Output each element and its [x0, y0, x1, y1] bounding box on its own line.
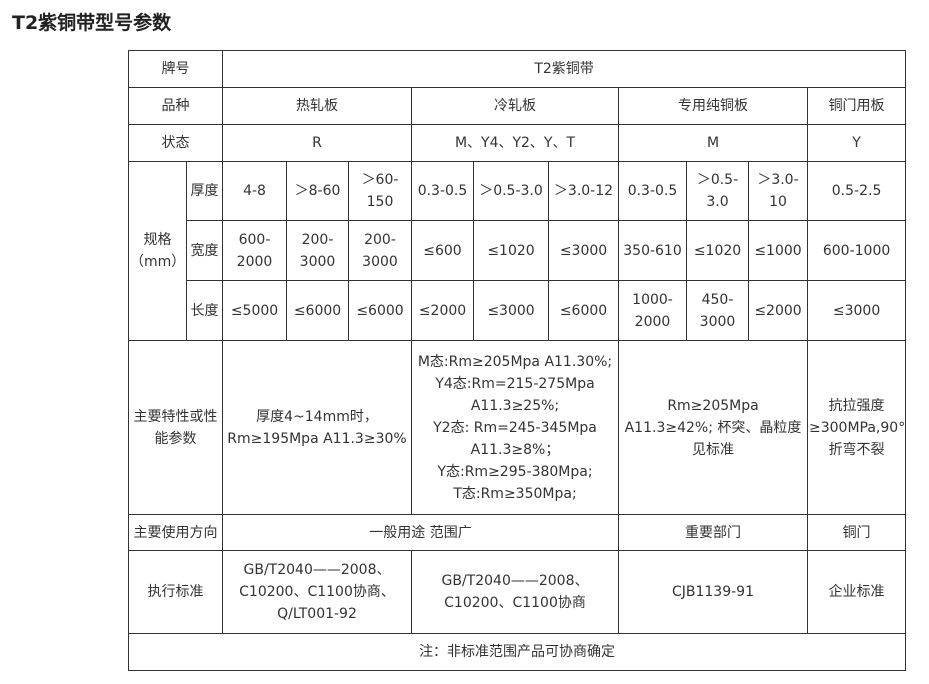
spec-table: 牌号 T2紫铜带 品种 热轧板 冷轧板 专用纯铜板 铜门用板 状态 R M、Y4… — [127, 50, 907, 671]
use-important: 重要部门 — [618, 514, 808, 551]
variety-special: 专用纯铜板 — [618, 87, 808, 125]
cell: 0.3-0.5 — [618, 161, 687, 221]
std-hot: GB/T2040——2008、 C10200、C1100协商、 Q/LT001-… — [222, 550, 412, 634]
label-use: 主要使用方向 — [128, 514, 223, 551]
row-variety: 品种 热轧板 冷轧板 专用纯铜板 铜门用板 — [128, 87, 907, 125]
cell: 4-8 — [222, 161, 287, 221]
row-thickness: 规格 （mm） 厚度 4-8 ＞8-60 ＞60- 150 0.3-0.5 ＞0… — [128, 161, 907, 341]
cell: ≤5000 — [222, 280, 287, 341]
use-door: 铜门 — [806, 514, 907, 551]
variety-hot: 热轧板 — [222, 87, 412, 125]
grade-value: T2紫铜带 — [221, 50, 907, 88]
cell: ≤6000 — [548, 280, 619, 341]
cell: ≤2000 — [411, 280, 474, 341]
cell: ≤3000 — [806, 280, 907, 341]
props-hot: 厚度4~14mm时， Rm≥195Mpa A11.3≥30% — [222, 340, 412, 515]
state-special: M — [618, 124, 808, 162]
row-note: 注：非标准范围产品可协商确定 — [127, 633, 907, 671]
cell: ＞8-60 — [286, 161, 349, 221]
variety-door: 铜门用板 — [806, 87, 907, 125]
row-length: 长度 ≤5000 ≤6000 ≤6000 ≤2000 ≤3000 ≤6000 1… — [129, 280, 907, 341]
props-door: 抗拉强度 ≥300MPa,90° 折弯不裂 — [806, 340, 907, 515]
label-length: 长度 — [186, 280, 223, 341]
label-width: 宽度 — [186, 220, 223, 281]
use-general: 一般用途 范围广 — [222, 514, 619, 551]
cell: 600- 2000 — [222, 220, 287, 281]
variety-cold: 冷轧板 — [411, 87, 619, 125]
state-cold: M、Y4、Y2、Y、T — [411, 124, 619, 162]
label-state: 状态 — [128, 124, 223, 162]
label-spec: 规格 （mm） — [128, 161, 187, 341]
cell: 1000- 2000 — [618, 280, 687, 341]
cell: ＞3.0- 10 — [748, 161, 808, 221]
cell: ≤3000 — [473, 280, 549, 341]
row-standard: 执行标准 GB/T2040——2008、 C10200、C1100协商、 Q/L… — [128, 550, 907, 634]
cell: 450- 3000 — [686, 280, 749, 341]
state-door: Y — [806, 124, 907, 162]
label-grade: 牌号 — [128, 50, 223, 88]
std-special: CJB1139-91 — [618, 550, 808, 634]
page-title: T2紫铜带型号参数 — [12, 12, 172, 34]
label-thickness: 厚度 — [186, 161, 223, 221]
cell: ＞60- 150 — [348, 161, 412, 221]
cell: ≤1020 — [686, 220, 749, 281]
label-variety: 品种 — [128, 87, 223, 125]
cell: ≤3000 — [548, 220, 619, 281]
row-grade: 牌号 T2紫铜带 — [128, 50, 907, 88]
cell: ＞0.5- 3.0 — [686, 161, 749, 221]
cell: 0.3-0.5 — [411, 161, 474, 221]
cell: ≤600 — [411, 220, 474, 281]
state-hot: R — [222, 124, 412, 162]
std-door: 企业标准 — [806, 550, 907, 634]
row-use: 主要使用方向 一般用途 范围广 重要部门 铜门 — [128, 514, 907, 551]
cell: ＞3.0-12 — [548, 161, 619, 221]
cell: 200- 3000 — [286, 220, 349, 281]
props-special: Rm≥205Mpa A11.3≥42%; 杯突、晶粒度 见标准 — [618, 340, 808, 515]
cell: 600-1000 — [806, 220, 907, 281]
row-width: 宽度 600- 2000 200- 3000 200- 3000 ≤600 ≤1… — [129, 220, 907, 281]
cell: ≤1020 — [473, 220, 549, 281]
props-cold: M态:Rm≥205Mpa A11.30%; Y4态:Rm=215-275Mpa … — [411, 340, 619, 515]
cell: 200- 3000 — [348, 220, 412, 281]
std-cold: GB/T2040——2008、 C10200、C1100协商 — [411, 550, 619, 634]
cell: ＞0.5-3.0 — [473, 161, 549, 221]
cell: ≤6000 — [286, 280, 349, 341]
note: 注：非标准范围产品可协商确定 — [127, 633, 907, 671]
cell: ≤1000 — [748, 220, 808, 281]
label-props: 主要特性或性 能参数 — [128, 340, 223, 515]
row-props: 主要特性或性 能参数 厚度4~14mm时， Rm≥195Mpa A11.3≥30… — [128, 340, 907, 515]
cell: ≤2000 — [748, 280, 808, 341]
cell: ≤6000 — [348, 280, 412, 341]
cell: 350-610 — [618, 220, 687, 281]
label-standard: 执行标准 — [128, 550, 223, 634]
row-state: 状态 R M、Y4、Y2、Y、T M Y — [128, 124, 907, 162]
cell: 0.5-2.5 — [806, 161, 907, 221]
